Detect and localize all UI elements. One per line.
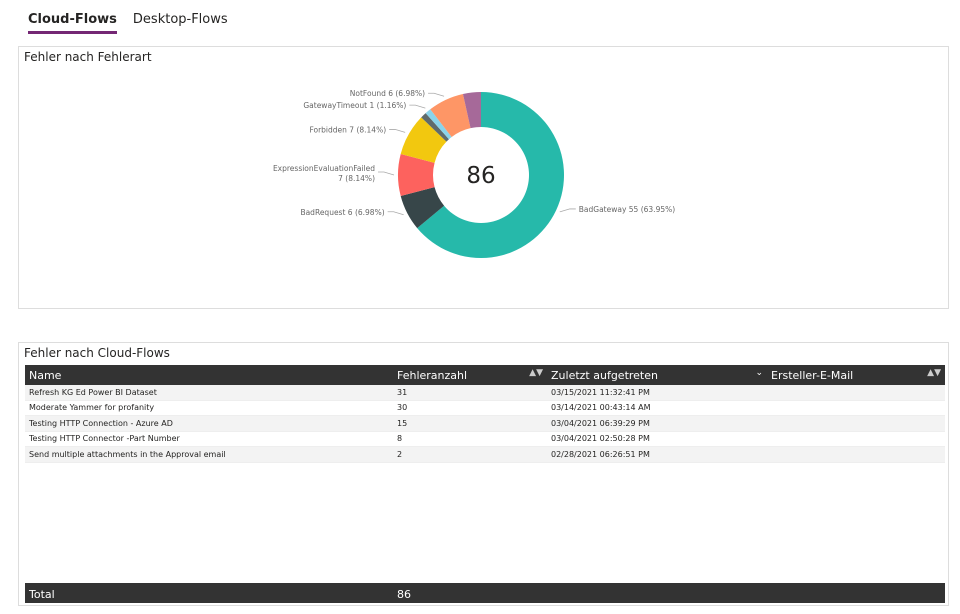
header-label: Fehleranzahl [397,368,468,382]
donut-chart: BadGateway 55 (63.95%) BadRequest 6 (6.98… [273,89,675,258]
table-cell [767,400,945,416]
table-cell: 03/04/2021 06:39:29 PM [547,415,767,432]
table-row[interactable]: Moderate Yammer for profanity 30 03/14/202… [25,400,945,416]
donut-slice[interactable] [425,109,452,140]
table-cell: 02/28/2021 06:26:51 PM [547,446,767,463]
total-row: Total 86 [25,583,945,603]
tab-bar: Cloud-Flows Desktop-Flows [28,12,228,34]
table-title: Fehler nach Cloud-Flows [24,346,170,360]
table-cell: 30 [393,400,547,416]
data-label: GatewayTimeout 1 (1.16%) [303,101,406,110]
donut-slice[interactable] [421,113,449,142]
data-label: BadGateway 55 (63.95%) [579,205,675,214]
column-header-name[interactable]: Name [25,365,393,385]
table-cell: 03/04/2021 02:50:28 PM [547,431,767,447]
sort-icon[interactable]: ▲▼ [927,368,941,378]
table-cell: Refresh KG Ed Power BI Dataset [25,385,393,401]
data-label: ExpressionEvaluationFailed [273,164,375,173]
total-value: 86 [397,588,411,601]
tab-cloud-flows[interactable]: Cloud-Flows [28,12,117,34]
table-cell: 03/15/2021 11:32:41 PM [547,385,767,401]
leader-line [378,171,395,176]
donut-slice[interactable] [397,154,435,196]
table-cell: Send multiple attachments in the Approva… [25,446,393,463]
table-cell: 31 [393,385,547,401]
data-label: 7 (8.14%) [338,174,375,183]
donut-slice[interactable] [430,93,471,138]
column-header-count[interactable]: Fehleranzahl ▲▼ [393,365,547,385]
header-label: Ersteller-E-Mail [771,368,854,382]
data-label: NotFound 6 (6.98%) [350,89,425,98]
cloud-flows-table-panel: Fehler nach Cloud-Flows Name Fehleranzah… [18,342,949,606]
table-cell: 8 [393,431,547,447]
table-cell [767,415,945,432]
sort-descending-icon[interactable]: ⌄ [755,368,763,378]
donut-slice[interactable] [400,117,447,163]
total-label: Total [29,588,55,601]
data-label: Forbidden 7 (8.14%) [309,125,386,134]
table-row[interactable]: Refresh KG Ed Power BI Dataset 31 03/15/20… [25,385,945,401]
leader-line [428,92,445,97]
leader-line [387,211,404,216]
table-cell: 2 [393,446,547,463]
table-cell [767,431,945,447]
table-row[interactable]: Send multiple attachments in the Approva… [25,446,945,463]
table-cell [767,446,945,463]
tab-desktop-flows[interactable]: Desktop-Flows [132,12,228,27]
errors-table: Name Fehleranzahl ▲▼ Zuletzt aufgetreten ⌄… [25,365,945,463]
column-header-creator-email[interactable]: Ersteller-E-Mail ▲▼ [767,365,945,385]
table-cell: Testing HTTP Connector -Part Number [25,431,393,447]
table-cell: Testing HTTP Connection - Azure AD [25,415,393,432]
table-row[interactable]: Testing HTTP Connector -Part Number 8 03/0… [25,431,945,447]
column-header-last-occurred[interactable]: Zuletzt aufgetreten ⌄ [547,365,767,385]
donut-slice[interactable] [400,187,445,229]
chart-title: Fehler nach Fehlerart [24,50,152,64]
error-type-chart-panel: Fehler nach Fehlerart BadGateway 55 (63.… [18,46,949,309]
table-cell: Moderate Yammer for profanity [25,400,393,416]
data-label: BadRequest 6 (6.98%) [300,208,384,217]
leader-line [559,208,576,213]
donut-slice[interactable] [462,92,481,129]
sort-icon[interactable]: ▲▼ [529,368,543,378]
header-label: Zuletzt aufgetreten [551,368,658,382]
table-cell: 15 [393,415,547,432]
donut-center-total: 86 [466,163,495,189]
header-label: Name [29,368,62,382]
leader-line [409,104,426,109]
donut-slice[interactable] [417,92,564,258]
table-cell: 03/14/2021 00:43:14 AM [547,400,767,416]
table-cell [767,385,945,401]
leader-line [389,129,406,133]
table-row[interactable]: Testing HTTP Connection - Azure AD 15 03/0… [25,415,945,432]
